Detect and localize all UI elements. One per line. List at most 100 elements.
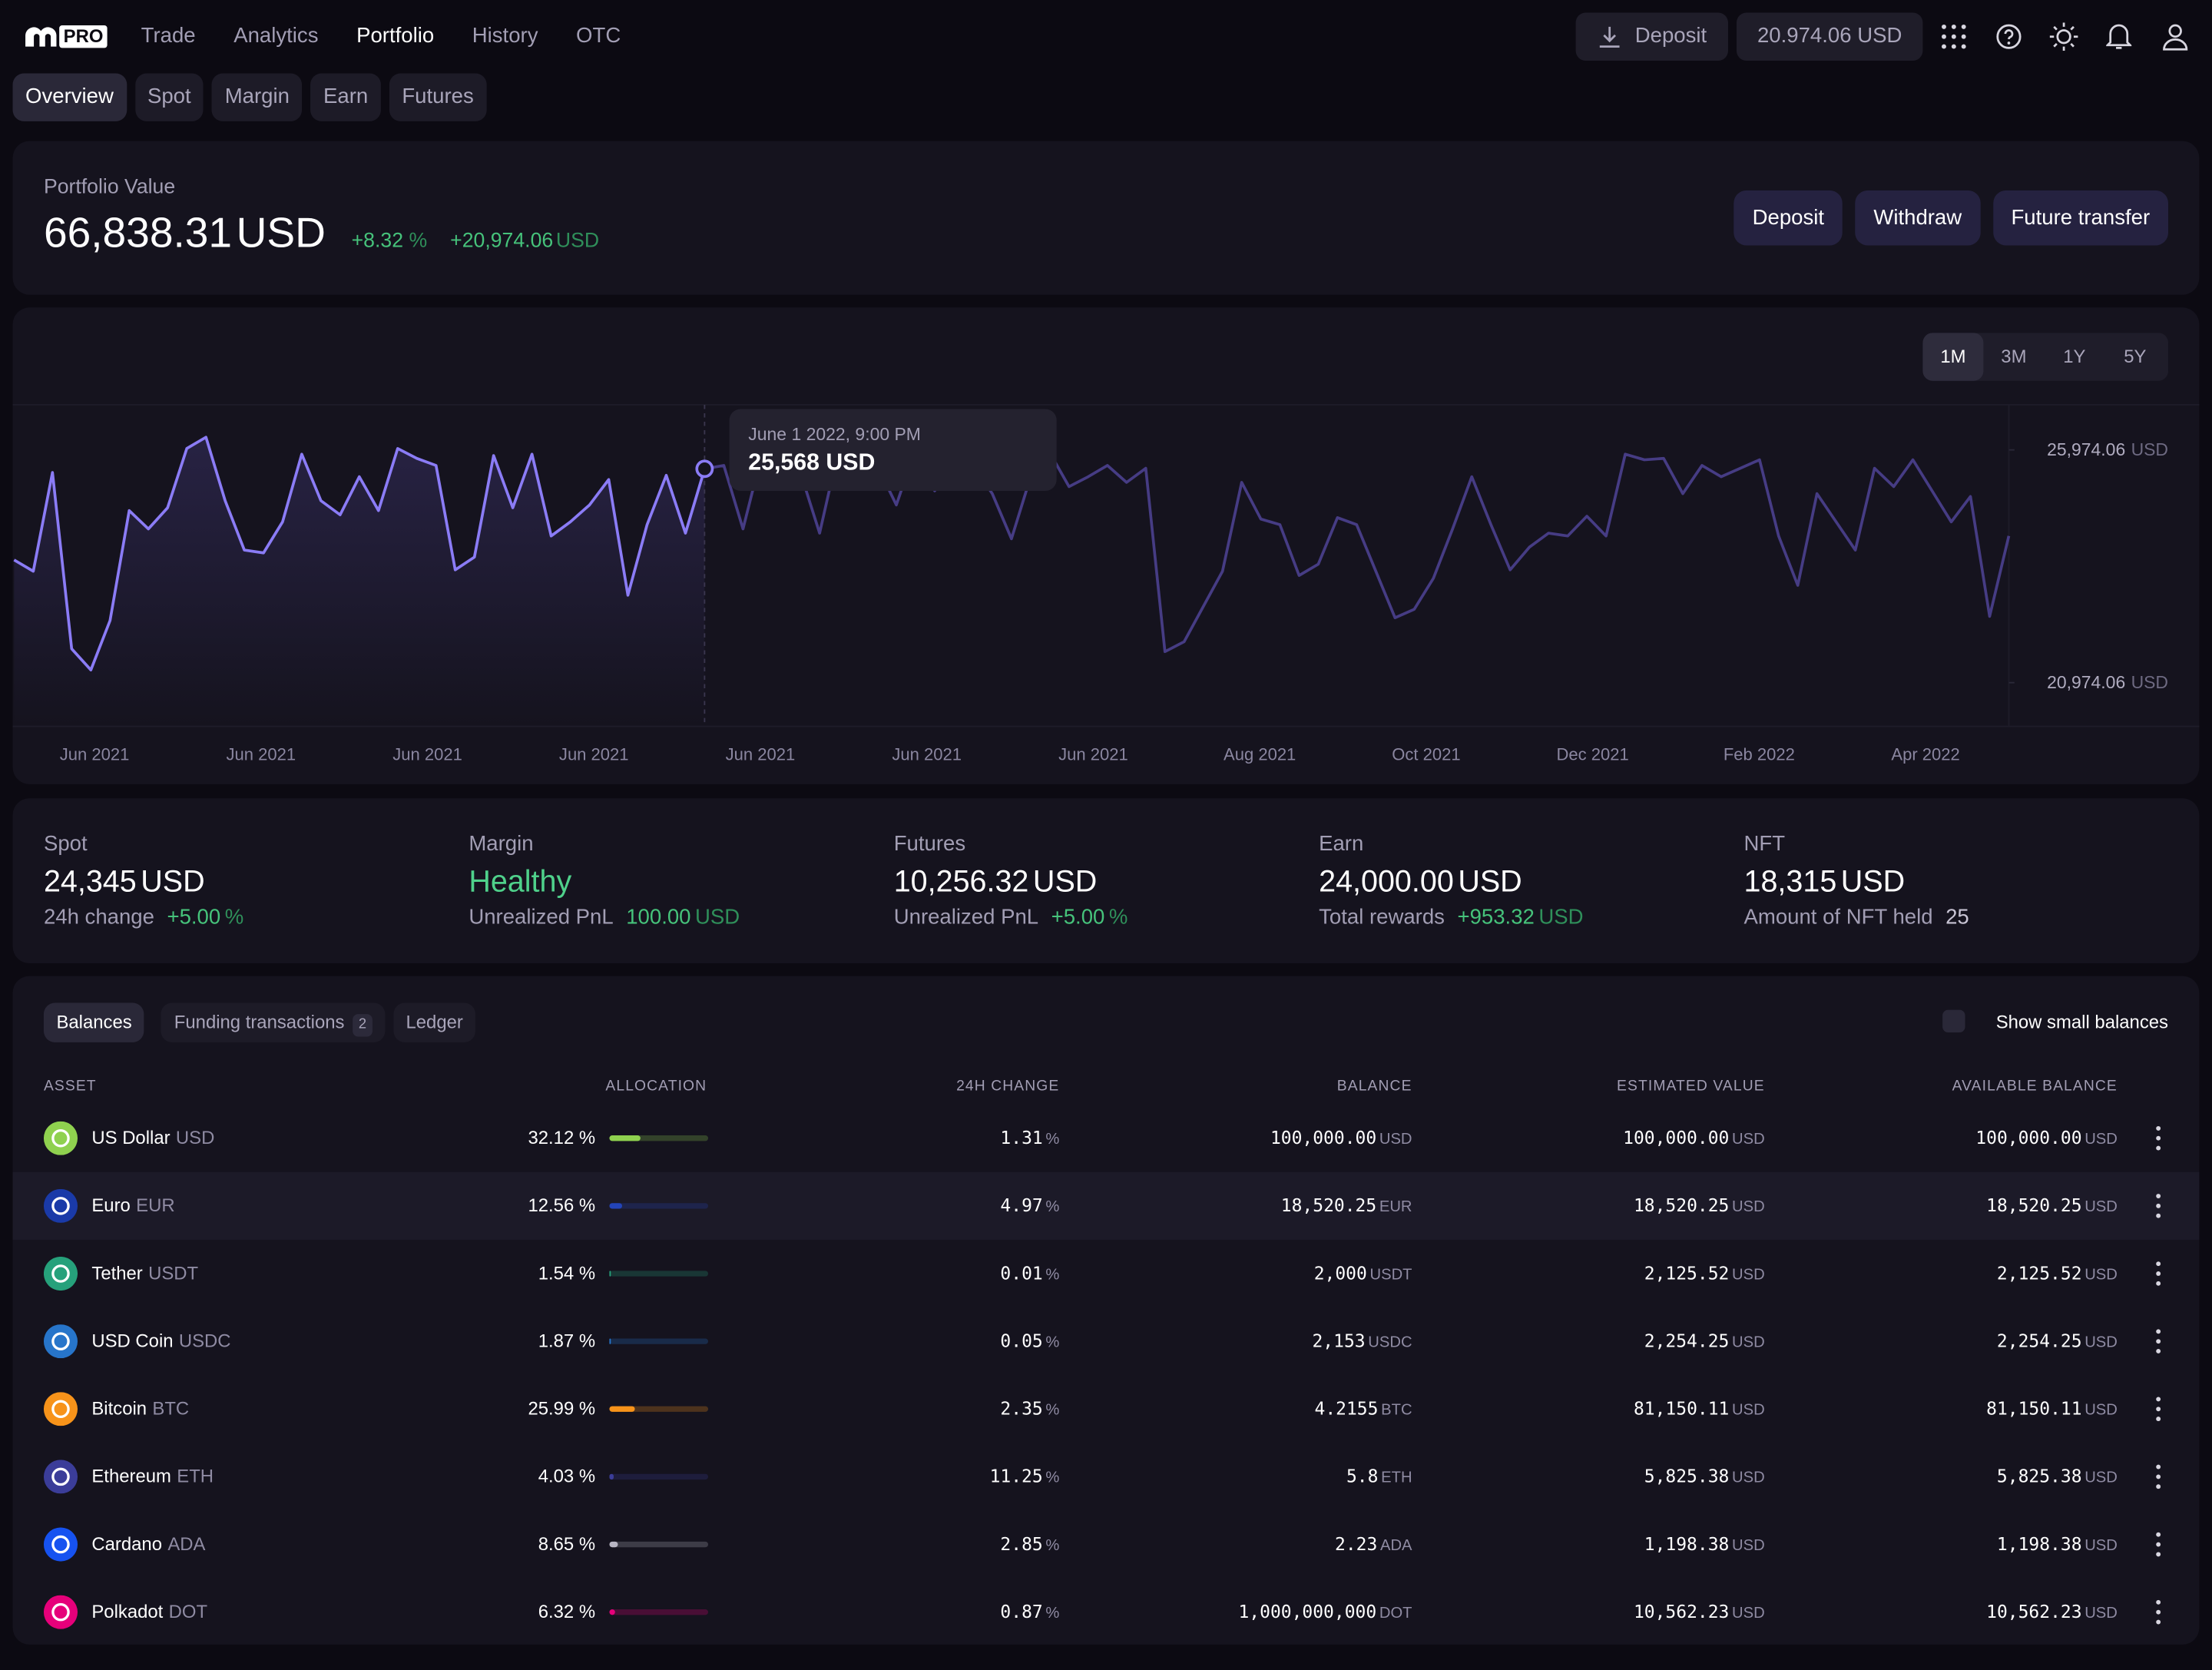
row-menu[interactable]: [2154, 1193, 2163, 1218]
sub-tab[interactable]: Futures: [389, 73, 487, 121]
range-button[interactable]: 5Y: [2124, 345, 2147, 367]
row-menu[interactable]: [2154, 1599, 2163, 1625]
estimated-cell: 2,125.52 USD: [1644, 1261, 1765, 1287]
logo-mark[interactable]: [24, 25, 58, 48]
allocation-track: [609, 1271, 709, 1277]
action-button[interactable]: Withdraw: [1855, 190, 1981, 246]
change-cell: 2.35%: [1000, 1397, 1059, 1423]
balance-unit: ETH: [1381, 1470, 1412, 1487]
estimated-cell: 10,562.23 USD: [1634, 1599, 1765, 1626]
summary-value: Healthy: [469, 865, 571, 900]
sub-nav: Overview Spot Margin Earn Futures: [12, 73, 495, 121]
icon-bg: [43, 1392, 78, 1426]
deposit-button[interactable]: Deposit: [1575, 12, 1728, 61]
apps-icon[interactable]: [1941, 24, 1966, 49]
row-menu[interactable]: [2154, 1329, 2163, 1354]
row-menu[interactable]: [2154, 1464, 2163, 1489]
allocation-bar: [609, 1203, 622, 1209]
range-button[interactable]: 1Y: [2063, 345, 2086, 367]
nav-link[interactable]: Analytics: [233, 24, 319, 48]
row-menu[interactable]: [2154, 1125, 2163, 1151]
balance-unit: EUR: [1379, 1198, 1412, 1216]
x-tick-label: Feb 2022: [1724, 745, 1795, 764]
logo-badge[interactable]: PRO: [59, 25, 108, 48]
available-unit: USD: [2085, 1402, 2118, 1420]
change-value: 0.05: [1000, 1330, 1043, 1351]
menu-dot: [2156, 1261, 2161, 1267]
allocation-bar: [609, 1338, 611, 1344]
sub-tab[interactable]: Earn: [310, 73, 381, 121]
icon-bg: [43, 1460, 78, 1494]
available-value: 2,254.25: [1996, 1330, 2082, 1351]
balances-tab[interactable]: Ledger: [392, 1002, 476, 1042]
small-balances-label[interactable]: Show small balances: [1995, 1011, 2169, 1033]
row-menu[interactable]: [2154, 1397, 2163, 1422]
summary-sub: Unrealized PnL 100.00 USD: [469, 906, 740, 929]
estimated-unit: USD: [1732, 1266, 1765, 1284]
estimated-cell: 1,198.38 USD: [1644, 1532, 1765, 1559]
help-icon[interactable]: [1996, 24, 2022, 49]
estimated-cell: 18,520.25 USD: [1634, 1193, 1765, 1220]
summary-sub-unit: USD: [695, 905, 740, 929]
allocation-label: 4.03 %: [538, 1465, 596, 1487]
icon-glyph: [51, 1264, 70, 1283]
allocation-track: [609, 1406, 709, 1412]
estimated-cell: 5,825.38 USD: [1644, 1464, 1765, 1491]
summary-label: Earn: [1319, 832, 1364, 857]
estimated-value: 2,125.52: [1644, 1262, 1730, 1284]
change-unit: %: [1045, 1402, 1060, 1420]
available-value: 2,125.52: [1996, 1262, 2082, 1284]
tooltip-date: June 1 2022, 9:00 PM: [748, 424, 921, 445]
asset-name: Tether USDT: [91, 1261, 198, 1286]
theme-icon[interactable]: [2049, 22, 2078, 51]
balances-tab[interactable]: Funding transactions 2: [161, 1002, 385, 1042]
nav-link[interactable]: Trade: [141, 24, 196, 48]
summary-value: 24,000.00 USD: [1319, 865, 1522, 900]
range-button[interactable]: 1M: [1922, 333, 1984, 381]
balance-value: 100,000.00: [1270, 1127, 1377, 1148]
nav-link[interactable]: Portfolio: [356, 24, 435, 48]
notifications-icon[interactable]: [2106, 22, 2132, 51]
sub-tab[interactable]: Margin: [212, 73, 303, 121]
column-header: 24H CHANGE: [956, 1077, 1060, 1095]
asset-name: USD Coin USDC: [91, 1329, 230, 1354]
allocation-bar: [609, 1473, 614, 1480]
menu-dot: [2156, 1619, 2161, 1625]
icon-bg: [43, 1256, 78, 1291]
asset-icon: [43, 1392, 78, 1426]
action-button[interactable]: Future transfer: [1992, 190, 2169, 246]
change-value: 2.85: [1000, 1532, 1043, 1555]
nav-link[interactable]: OTC: [576, 24, 621, 48]
asset-title: Ethereum: [91, 1465, 171, 1487]
sub-tab[interactable]: Overview: [12, 73, 127, 121]
tooltip-value: 25,568 USD: [748, 449, 876, 475]
available-cell: 2,125.52 USD: [1997, 1261, 2118, 1287]
change-unit: %: [1045, 1334, 1060, 1351]
menu-dot: [2156, 1552, 2161, 1557]
row-menu[interactable]: [2154, 1261, 2163, 1286]
allocation-track: [609, 1203, 709, 1209]
balance-unit: USDC: [1368, 1334, 1412, 1351]
sub-tab[interactable]: Spot: [134, 73, 204, 121]
asset-name: Bitcoin BTC: [91, 1397, 189, 1422]
portfolio-unit: USD: [236, 210, 326, 257]
row-highlight: [12, 1171, 2200, 1240]
change-value: 0.01: [1000, 1262, 1043, 1284]
x-tick-label: Dec 2021: [1557, 745, 1629, 764]
range-button[interactable]: 3M: [2001, 345, 2027, 367]
small-balances-checkbox[interactable]: [1942, 1009, 1965, 1033]
x-tick-label: Oct 2021: [1392, 745, 1460, 764]
balances-tab[interactable]: Balances: [43, 1002, 145, 1042]
action-button[interactable]: Deposit: [1734, 190, 1843, 246]
summary-sub-value: 25: [1945, 905, 1969, 929]
asset-title: US Dollar: [91, 1127, 171, 1148]
menu-dot: [2156, 1532, 2161, 1537]
balance-value: 1,000,000,000: [1238, 1600, 1377, 1622]
profile-icon[interactable]: [2163, 22, 2188, 51]
portfolio-actions: Deposit Withdraw Future transfer: [1721, 190, 2169, 246]
summary-amount: 10,256.32: [893, 864, 1029, 899]
nav-link[interactable]: History: [472, 24, 538, 48]
account-balance[interactable]: 20.974.06 USD: [1736, 12, 1923, 61]
available-cell: 2,254.25 USD: [1997, 1329, 2118, 1356]
row-menu[interactable]: [2154, 1532, 2163, 1557]
